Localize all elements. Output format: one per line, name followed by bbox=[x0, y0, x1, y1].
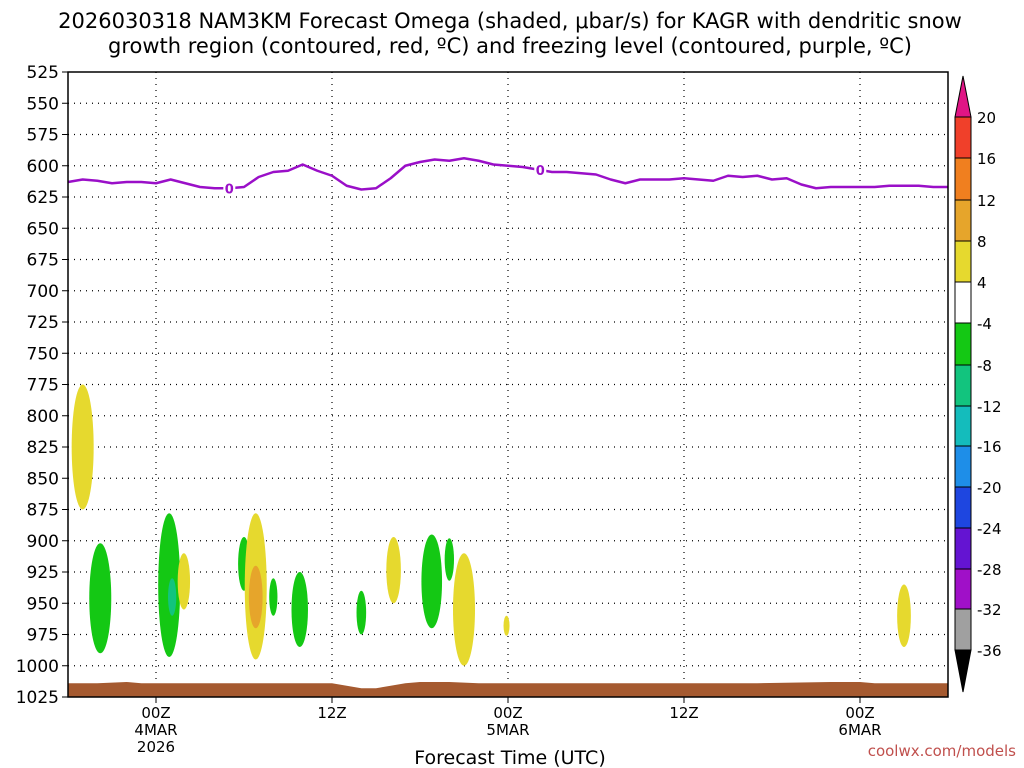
colorbar: 20 16 12 8 4 -4 -8 -12 -16 -20 -24 -28 -32 -36 bbox=[954, 75, 1002, 693]
omega-cell bbox=[89, 543, 112, 654]
freezing-level-line bbox=[67, 157, 948, 191]
x-tick-label: 2026 bbox=[137, 738, 175, 756]
omega-cell bbox=[291, 572, 308, 647]
terrain-fill bbox=[68, 682, 948, 697]
x-tick-label: 4MAR bbox=[134, 721, 177, 739]
omega-cell bbox=[453, 553, 475, 666]
colorbar-tick-label: -28 bbox=[977, 561, 1002, 579]
omega-cell bbox=[444, 538, 455, 581]
colorbar-tick-label: -32 bbox=[977, 601, 1002, 619]
colorbar-tick-label: 12 bbox=[977, 192, 996, 210]
y-tick-label: 550 bbox=[27, 94, 59, 114]
y-tick-label: 875 bbox=[27, 501, 59, 521]
omega-cell bbox=[248, 565, 263, 629]
colorbar-tick-label: -20 bbox=[977, 479, 1002, 497]
y-tick-label: 750 bbox=[27, 344, 59, 364]
freezing-level-label: 0 bbox=[536, 164, 545, 179]
y-tick-label: 650 bbox=[27, 219, 59, 239]
omega-cell bbox=[71, 384, 94, 510]
omega-cell bbox=[356, 590, 367, 635]
omega-cell bbox=[897, 584, 911, 647]
y-tick-label: 600 bbox=[27, 157, 59, 177]
x-tick-label: 12Z bbox=[317, 704, 346, 722]
colorbar-tick-label: 20 bbox=[977, 109, 996, 127]
omega-cell bbox=[269, 578, 278, 616]
colorbar-tick-label: -4 bbox=[977, 315, 992, 333]
y-tick-label: 700 bbox=[27, 282, 59, 302]
colorbar-segment bbox=[954, 364, 972, 407]
colorbar-segment bbox=[954, 486, 972, 529]
colorbar-segment bbox=[954, 157, 972, 201]
colorbar-tick-label: 8 bbox=[977, 233, 987, 251]
colorbar-segment bbox=[954, 568, 972, 610]
colorbar-segment bbox=[954, 281, 972, 324]
x-tick-label: 00Z bbox=[845, 704, 874, 722]
omega-cell bbox=[503, 615, 510, 636]
colorbar-segment bbox=[954, 445, 972, 488]
colorbar-segment bbox=[954, 405, 972, 447]
contour-label-bg bbox=[223, 179, 236, 196]
y-tick-label: 925 bbox=[27, 563, 59, 583]
y-tick-label: 625 bbox=[27, 188, 59, 208]
y-tick-label: 725 bbox=[27, 313, 59, 333]
x-tick-label: 12Z bbox=[669, 704, 698, 722]
colorbar-segment bbox=[954, 527, 972, 570]
omega-cell bbox=[177, 553, 191, 610]
y-tick-label: 675 bbox=[27, 251, 59, 271]
omega-cell bbox=[421, 534, 443, 629]
colorbar-tick-label: -24 bbox=[977, 520, 1002, 538]
gridlines bbox=[68, 72, 948, 697]
colorbar-segment bbox=[954, 116, 972, 159]
x-tick-label: 6MAR bbox=[838, 721, 881, 739]
y-tick-label: 575 bbox=[27, 126, 59, 146]
y-axis-ticks: 525 550 575 600 625 650 675 700 725 750 775 800 825 8… bbox=[16, 63, 68, 708]
y-tick-label: 975 bbox=[27, 626, 59, 646]
colorbar-tick-label: -12 bbox=[977, 398, 1002, 416]
colorbar-bottom-arrow bbox=[954, 649, 972, 693]
y-tick-label: 1025 bbox=[16, 688, 59, 708]
y-tick-label: 850 bbox=[27, 469, 59, 489]
y-tick-label: 825 bbox=[27, 438, 59, 458]
colorbar-segment bbox=[954, 199, 972, 242]
y-tick-label: 950 bbox=[27, 594, 59, 614]
freezing-level-contour: 00 bbox=[67, 157, 948, 197]
omega-shading bbox=[71, 384, 911, 666]
y-tick-label: 1000 bbox=[16, 657, 59, 677]
colorbar-segment bbox=[954, 608, 972, 651]
omega-cell bbox=[386, 537, 401, 604]
colorbar-segment bbox=[954, 240, 972, 283]
x-tick-label: 00Z bbox=[493, 704, 522, 722]
colorbar-segment bbox=[954, 322, 972, 366]
x-tick-label: 5MAR bbox=[486, 721, 529, 739]
chart-title-line-1: 2026030318 NAM3KM Forecast Omega (shaded… bbox=[58, 9, 962, 33]
colorbar-tick-label: -8 bbox=[977, 357, 992, 375]
colorbar-tick-label: 16 bbox=[977, 150, 996, 168]
x-tick-label: 00Z bbox=[141, 704, 170, 722]
y-tick-label: 525 bbox=[27, 63, 59, 83]
chart-title-line-2: growth region (contoured, red, ºC) and f… bbox=[108, 34, 912, 58]
y-tick-label: 900 bbox=[27, 532, 59, 552]
credit-text: coolwx.com/models bbox=[868, 742, 1016, 760]
contour-label-bg bbox=[534, 161, 547, 177]
colorbar-tick-label: -16 bbox=[977, 438, 1002, 456]
y-tick-label: 775 bbox=[27, 376, 59, 396]
colorbar-tick-label: -36 bbox=[977, 642, 1002, 660]
y-tick-label: 800 bbox=[27, 407, 59, 427]
omega-cell bbox=[168, 578, 177, 616]
terrain-area bbox=[68, 682, 948, 697]
freezing-level-label: 0 bbox=[225, 182, 234, 197]
colorbar-tick-label: 4 bbox=[977, 274, 987, 292]
x-axis-label: Forecast Time (UTC) bbox=[414, 747, 605, 768]
